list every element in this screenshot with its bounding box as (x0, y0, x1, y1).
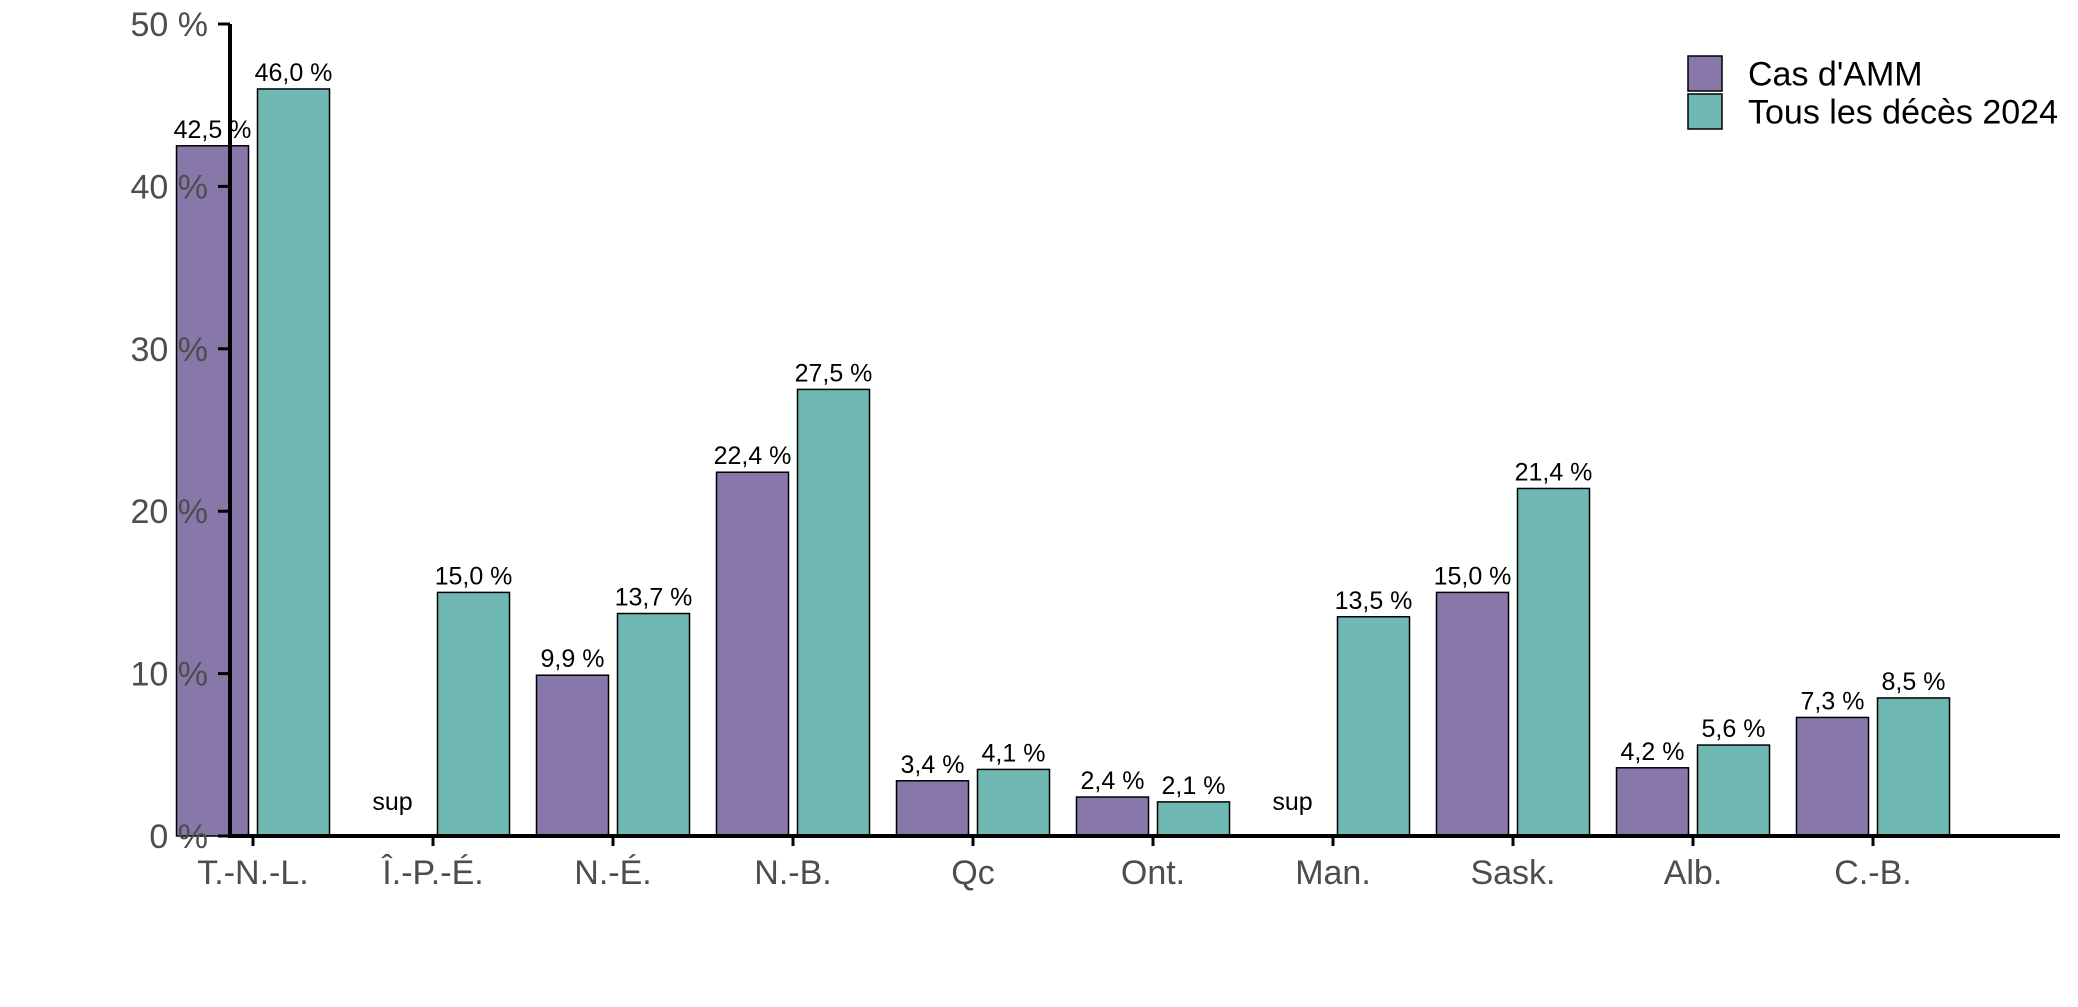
bar-amm-9 (1615, 767, 1690, 837)
data-label-all-deaths-10: 8,5 % (1882, 668, 1946, 696)
bar-amm-4 (715, 471, 790, 837)
data-label-amm-5: 3,4 % (901, 751, 965, 779)
x-tick-label-7: Man. (1295, 854, 1371, 892)
data-label-amm-2: sup (372, 788, 412, 816)
x-tick-label-10: C.-B. (1834, 854, 1911, 892)
x-tick-label-1: T.-N.-L. (197, 854, 308, 892)
y-tick-label-3: 30 % (131, 331, 209, 369)
data-labels-layer: 42,5 % 46,0 % sup 15,0 % 9,9 % 13,7 % 22,4 % 27… (174, 59, 1946, 816)
data-label-amm-4: 22,4 % (714, 442, 792, 470)
bar-all-deaths-5 (976, 768, 1051, 837)
bar-all-deaths-8 (1516, 487, 1591, 837)
data-label-all-deaths-6: 2,1 % (1162, 772, 1226, 800)
bar-amm-1 (175, 145, 250, 837)
y-tick-label-0: 0 % (149, 818, 208, 856)
legend-key-all-deaths (1687, 93, 1723, 130)
bar-amm-6 (1075, 796, 1150, 837)
bar-all-deaths-9 (1696, 744, 1771, 837)
bars-layer (175, 88, 1951, 837)
bar-amm-5 (895, 780, 970, 837)
data-label-all-deaths-3: 13,7 % (615, 584, 693, 612)
data-label-all-deaths-9: 5,6 % (1702, 715, 1766, 743)
legend-label-all-deaths: Tous les décès 2024 (1748, 94, 2058, 132)
axes-layer: T.-N.-L. Î.-P.-É. N.-É. N.-B. Qc Ont. Man. Sask… (131, 6, 2060, 892)
y-tick-label-1: 10 % (131, 656, 209, 694)
bar-all-deaths-3 (616, 612, 691, 837)
bar-amm-3 (535, 674, 610, 837)
bar-all-deaths-7 (1336, 616, 1411, 837)
legend-label-amm: Cas d'AMM (1748, 56, 1923, 94)
data-label-all-deaths-7: 13,5 % (1335, 587, 1413, 615)
data-label-all-deaths-1: 46,0 % (255, 59, 333, 87)
data-label-amm-6: 2,4 % (1081, 767, 1145, 795)
data-label-amm-10: 7,3 % (1801, 687, 1865, 715)
y-tick-label-2: 20 % (131, 493, 209, 531)
legend-key-amm (1687, 55, 1723, 92)
data-label-all-deaths-8: 21,4 % (1515, 458, 1593, 486)
bar-all-deaths-10 (1876, 697, 1951, 837)
bar-amm-10 (1795, 716, 1870, 837)
data-label-all-deaths-5: 4,1 % (982, 739, 1046, 767)
x-tick-label-6: Ont. (1121, 854, 1185, 892)
x-tick-label-4: N.-B. (754, 854, 831, 892)
data-label-amm-3: 9,9 % (541, 645, 605, 673)
y-tick-label-5: 50 % (131, 6, 209, 44)
data-label-amm-9: 4,2 % (1621, 738, 1685, 766)
bar-all-deaths-2 (436, 591, 511, 837)
x-tick-label-3: N.-É. (574, 854, 651, 892)
data-label-all-deaths-4: 27,5 % (795, 359, 873, 387)
x-tick-label-8: Sask. (1470, 854, 1555, 892)
bar-all-deaths-6 (1156, 801, 1231, 837)
y-tick-label-4: 40 % (131, 168, 209, 206)
x-tick-label-9: Alb. (1664, 854, 1723, 892)
x-tick-label-5: Qc (951, 854, 994, 892)
data-label-amm-8: 15,0 % (1434, 562, 1512, 590)
bar-all-deaths-1 (256, 88, 331, 837)
bar-amm-8 (1435, 591, 1510, 837)
data-label-amm-7: sup (1272, 788, 1312, 816)
data-label-amm-1: 42,5 % (174, 116, 252, 144)
bar-all-deaths-4 (796, 388, 871, 837)
x-tick-label-2: Î.-P.-É. (381, 854, 483, 892)
data-label-all-deaths-2: 15,0 % (435, 562, 513, 590)
